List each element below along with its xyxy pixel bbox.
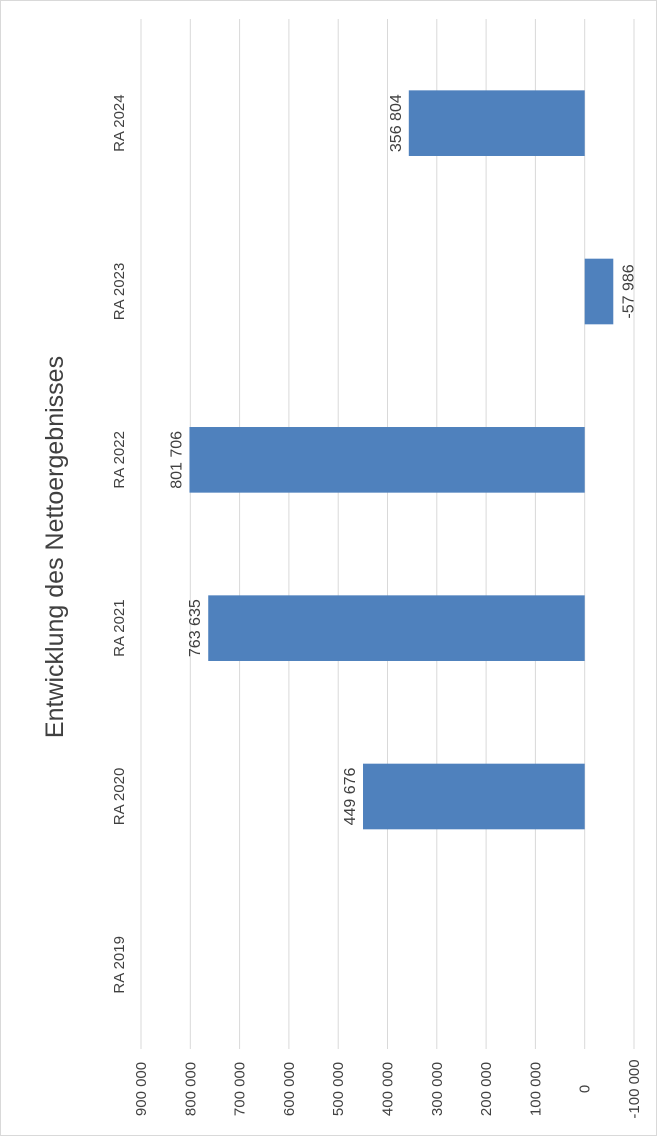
data-label: -57 986: [620, 264, 637, 318]
chart-title: Entwicklung des Nettoergebnisses: [41, 356, 69, 738]
bars: [189, 90, 614, 830]
tick-label: 900 000: [133, 1062, 150, 1116]
tick-label: 800 000: [182, 1062, 199, 1116]
tick-label: 700 000: [232, 1062, 249, 1116]
bar: [208, 595, 585, 661]
tick-label: 200 000: [478, 1062, 495, 1116]
bar: [408, 90, 585, 156]
category-label: RA 2024: [111, 94, 128, 152]
bar: [363, 763, 585, 830]
category-label: RA 2022: [111, 431, 128, 489]
category-label: RA 2020: [111, 768, 128, 826]
data-label: 449 676: [342, 767, 359, 825]
tick-label: 400 000: [380, 1062, 397, 1116]
tick-label: 500 000: [330, 1062, 347, 1116]
tick-label: 0: [577, 1085, 594, 1093]
tick-label: 100 000: [527, 1062, 544, 1116]
category-label: RA 2019: [111, 936, 128, 994]
bar: [584, 258, 614, 325]
tick-label: 600 000: [281, 1062, 298, 1116]
category-label: RA 2023: [111, 263, 128, 321]
bar: [189, 427, 585, 493]
data-label: 763 635: [187, 599, 204, 657]
data-label: 356 804: [388, 94, 405, 152]
tick-label: 300 000: [429, 1062, 446, 1116]
labels: -100 000 0 100 000 200 000 300 000 400 000 500…: [111, 94, 643, 1118]
gridlines: [140, 19, 635, 1049]
category-label: RA 2021: [111, 599, 128, 657]
data-label: 801 706: [168, 431, 185, 489]
tick-label: -100 000: [626, 1059, 643, 1118]
